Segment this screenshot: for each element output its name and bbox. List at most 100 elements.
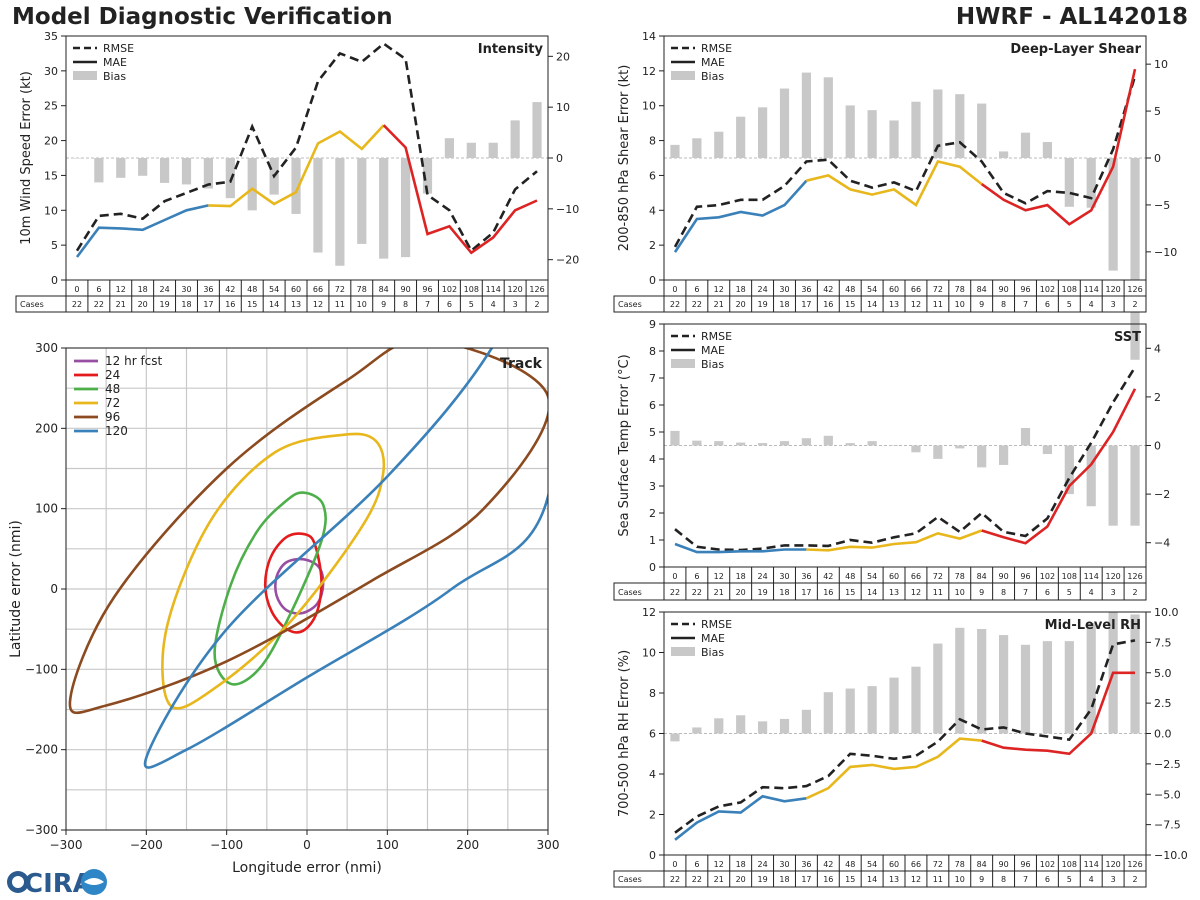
- track-legend-label: 96: [105, 410, 120, 424]
- rh-ytick-label: 6: [649, 728, 656, 741]
- intensity-ytick-label: 15: [44, 169, 58, 182]
- intensity-bias-bar: [510, 120, 520, 158]
- rh-bias-bar: [1042, 641, 1053, 734]
- hour-cell: 126: [1127, 285, 1142, 294]
- rh-mae-line-early: [674, 794, 807, 841]
- shear-bias-bar: [845, 105, 855, 158]
- cases-cell: 7: [425, 300, 430, 309]
- shear-bias-bar: [933, 89, 943, 158]
- intensity-y2tick-label: 20: [556, 50, 570, 63]
- intensity-bias-bar: [313, 158, 323, 253]
- rh-bias-bar: [889, 677, 899, 734]
- sst-bias-bar: [998, 445, 1009, 465]
- sst-y2tick-label: 0: [1154, 440, 1161, 453]
- sst-bias-bar: [779, 441, 790, 446]
- rh-cases-table: Cases02262212211820241930183617421648155…: [613, 854, 1147, 888]
- intensity-y2tick-label: 0: [556, 152, 563, 165]
- cases-cell: 15: [845, 875, 855, 884]
- sst-bias-bar: [889, 445, 899, 446]
- shear-bias-bar: [955, 94, 965, 158]
- rh-bias-bar: [998, 635, 1009, 734]
- rh-ytick-label: 8: [649, 687, 656, 700]
- intensity-mae-line-late: [382, 124, 538, 255]
- legend-bias-label: Bias: [103, 70, 126, 83]
- hour-cell: 120: [1105, 285, 1120, 294]
- sst-ytick-label: 4: [649, 453, 656, 466]
- intensity-bias-bar: [159, 158, 170, 183]
- cases-cell: 21: [714, 875, 724, 884]
- intensity-bias-bar: [422, 158, 433, 194]
- track-ytick-label: 0: [50, 582, 58, 596]
- hour-cell: 90: [998, 285, 1008, 294]
- shear-y2tick-label: 5: [1154, 105, 1161, 118]
- hour-cell: 60: [291, 285, 301, 294]
- intensity-ytick-label: 35: [44, 30, 58, 43]
- shear-bias-bar: [1130, 158, 1140, 360]
- intensity-ytick-label: 5: [51, 239, 58, 252]
- rh-panel: 024681012−10.0−7.5−5.0−2.50.02.55.07.510…: [613, 606, 1188, 888]
- sst-ytick-label: 0: [649, 561, 656, 574]
- hour-cell: 66: [313, 285, 323, 294]
- rh-bias-bar: [955, 627, 965, 734]
- cases-cell: 3: [1111, 875, 1116, 884]
- sst-y2tick-label: 4: [1154, 342, 1161, 355]
- cases-cell: 7: [1023, 300, 1028, 309]
- rh-ytick-label: 12: [642, 606, 656, 619]
- shear-mae-line-early: [673, 179, 808, 253]
- sst-ytick-label: 3: [649, 480, 656, 493]
- hour-cell: 120: [507, 285, 522, 294]
- hour-cell: 6: [694, 285, 699, 294]
- track-ellipse-2: [213, 491, 327, 686]
- track-ytick-label: −300: [25, 823, 58, 837]
- hour-cell: 12: [714, 572, 724, 581]
- legend-bias-label: Bias: [701, 70, 724, 83]
- rh-bias-bar: [692, 727, 702, 734]
- sst-bias-bar: [1086, 445, 1096, 507]
- sst-ytick-label: 5: [649, 426, 656, 439]
- rh-bias-bar: [801, 709, 812, 734]
- hour-cell: 102: [442, 285, 457, 294]
- sst-mae-line-early: [674, 542, 807, 554]
- shear-bias-bar: [670, 144, 680, 158]
- cases-cell: 5: [1067, 588, 1072, 597]
- shear-bias-bar: [1064, 158, 1074, 207]
- hour-cell: 96: [1020, 860, 1030, 869]
- shear-bias-bar: [1020, 132, 1031, 158]
- hour-cell: 108: [1062, 572, 1077, 581]
- shear-ytick-label: 4: [649, 204, 656, 217]
- hour-cell: 0: [672, 860, 677, 869]
- intensity-bias-bar: [379, 158, 389, 259]
- rh-bias-bar: [736, 715, 746, 734]
- cases-cell: 4: [1089, 300, 1094, 309]
- sst-bias-bar: [867, 441, 877, 446]
- cases-cell: 2: [534, 300, 539, 309]
- hour-cell: 102: [1040, 860, 1055, 869]
- rh-ytick-label: 2: [649, 809, 656, 822]
- cases-cell: 22: [72, 300, 82, 309]
- legend-bias-label: Bias: [701, 646, 724, 659]
- intensity-ytick-label: 0: [51, 274, 58, 287]
- cases-cell: 17: [801, 300, 811, 309]
- cases-cell: 11: [933, 875, 943, 884]
- track-legend-label: 48: [105, 382, 120, 396]
- rh-bias-bar: [845, 688, 855, 734]
- shear-bias-bar: [714, 131, 724, 158]
- intensity-bias-bar: [203, 158, 214, 189]
- sst-ytick-label: 8: [649, 345, 656, 358]
- cases-cell: 22: [94, 300, 104, 309]
- hour-cell: 48: [845, 572, 855, 581]
- intensity-bias-bar: [400, 158, 411, 258]
- intensity-bias-bar: [444, 138, 455, 158]
- hour-cell: 6: [694, 860, 699, 869]
- cases-cell: 18: [779, 300, 789, 309]
- sst-ylabel: Sea Surface Temp Error (°C): [617, 354, 632, 536]
- cases-cell: 18: [779, 875, 789, 884]
- hour-cell: 54: [269, 285, 279, 294]
- cases-cell: 4: [491, 300, 496, 309]
- shear-ytick-label: 12: [642, 65, 656, 78]
- hour-cell: 0: [74, 285, 79, 294]
- cases-cell: 22: [692, 875, 702, 884]
